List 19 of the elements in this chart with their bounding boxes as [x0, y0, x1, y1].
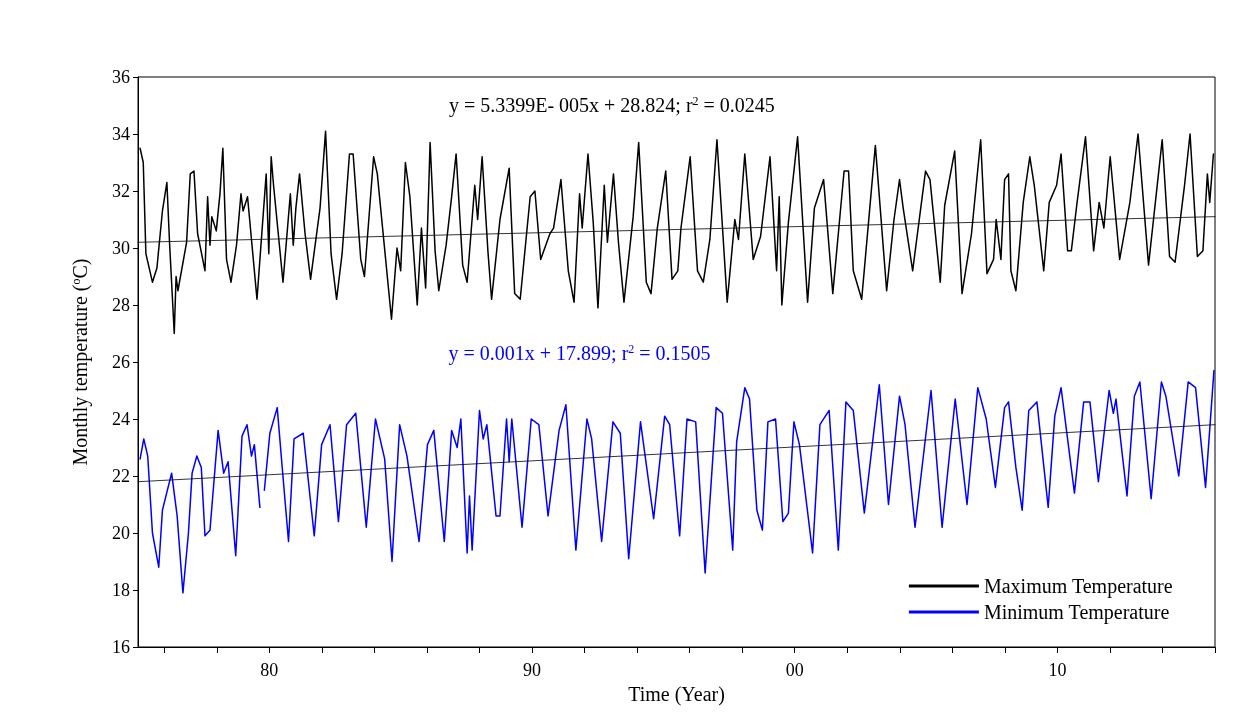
legend-label: Maximum Temperature [983, 575, 1173, 598]
x-axis-title: Time (Year) [628, 682, 725, 706]
y-tick-label: 34 [112, 124, 130, 144]
y-tick-label: 36 [112, 67, 130, 87]
x-tick-label: 10 [1048, 660, 1067, 680]
y-tick-label: 26 [112, 352, 130, 372]
y-tick-label: 20 [112, 523, 130, 543]
y-tick-label: 22 [112, 466, 130, 486]
y-tick-label: 16 [112, 637, 130, 657]
y-tick-label: 32 [112, 181, 130, 201]
x-tick-label: 00 [785, 660, 804, 680]
x-tick-label: 90 [523, 660, 542, 680]
y-tick-label: 28 [112, 295, 130, 315]
y-tick-label: 30 [112, 238, 130, 258]
y-tick-label: 24 [112, 409, 130, 429]
y-tick-label: 18 [112, 580, 130, 600]
y-axis-title: Monthly temperature (oC) [69, 258, 92, 466]
x-tick-label: 80 [260, 660, 279, 680]
legend-label: Minimum Temperature [983, 601, 1170, 624]
